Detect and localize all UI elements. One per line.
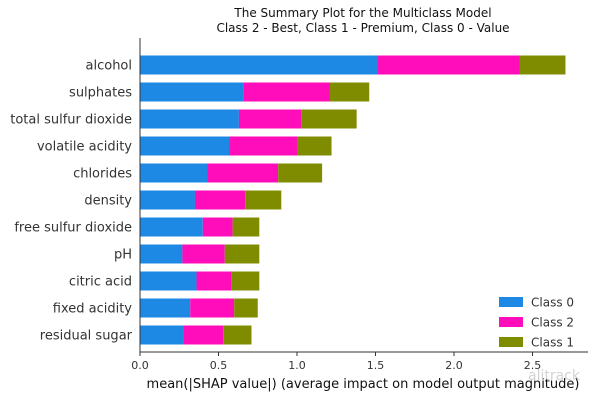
- category-labels: alcohol sulphates total sulfur dioxide vola…: [10, 59, 132, 344]
- category-label: citric acid: [69, 275, 132, 290]
- watermark-text: alitrack: [528, 368, 581, 384]
- bar-segment-class-1: [297, 136, 332, 156]
- x-tick-label: 0.0: [131, 359, 149, 372]
- bar-segment-class-2: [243, 82, 330, 102]
- x-tick-label: 1.5: [367, 359, 385, 372]
- bars-group: [140, 55, 566, 345]
- bar-segment-class-2: [238, 109, 302, 129]
- category-label: volatile acidity: [37, 140, 132, 155]
- bar-segment-class-2: [207, 163, 279, 183]
- bar-segment-class-0: [140, 217, 203, 237]
- bar-segment-class-2: [182, 244, 225, 264]
- bar-segment-class-0: [140, 55, 378, 75]
- bar-segment-class-1: [231, 271, 260, 291]
- bar-segment-class-0: [140, 82, 244, 102]
- bar-segment-class-1: [301, 109, 357, 129]
- bar-segment-class-0: [140, 136, 230, 156]
- bar-segment-class-2: [196, 271, 232, 291]
- bar-segment-class-1: [329, 82, 370, 102]
- bar-segment-class-0: [140, 271, 197, 291]
- legend-label: Class 0: [531, 296, 574, 310]
- x-axis-label: mean(|SHAP value|) (average impact on mo…: [147, 377, 580, 392]
- bar-segment-class-2: [377, 55, 520, 75]
- bar-segment-class-1: [245, 190, 282, 210]
- x-ticks: 0.0 0.5 1.0 1.5 2.0 2.5: [131, 352, 541, 372]
- chart-title-line1: The Summary Plot for the Multiclass Mode…: [233, 6, 491, 20]
- bar-segment-class-0: [140, 109, 239, 129]
- bar-segment-class-1: [234, 298, 258, 318]
- category-label: total sulfur dioxide: [10, 113, 132, 128]
- bar-segment-class-0: [140, 244, 183, 264]
- bar-segment-class-2: [183, 325, 224, 345]
- bar-segment-class-2: [194, 190, 246, 210]
- category-label: pH: [114, 248, 132, 263]
- x-tick-label: 2.5: [524, 359, 542, 372]
- legend-label: Class 2: [531, 316, 574, 330]
- chart-title-line2: Class 2 - Best, Class 1 - Premium, Class…: [216, 21, 509, 35]
- category-label: residual sugar: [40, 329, 133, 344]
- bar-segment-class-2: [229, 136, 297, 156]
- x-tick-label: 0.5: [210, 359, 228, 372]
- bar-segment-class-2: [190, 298, 235, 318]
- x-tick-label: 2.0: [445, 359, 463, 372]
- category-label: sulphates: [69, 86, 132, 101]
- legend-swatch: [499, 297, 523, 307]
- bar-segment-class-2: [202, 217, 233, 237]
- bar-segment-class-1: [278, 163, 323, 183]
- bar-segment-class-1: [519, 55, 566, 75]
- legend-swatch: [499, 337, 523, 347]
- category-label: density: [84, 194, 132, 209]
- category-label: alcohol: [86, 59, 132, 74]
- legend-label: Class 1: [531, 336, 574, 350]
- bar-segment-class-0: [140, 190, 195, 210]
- bar-segment-class-1: [232, 217, 260, 237]
- legend: Class 0 Class 2 Class 1: [499, 296, 574, 350]
- bar-segment-class-0: [140, 325, 184, 345]
- x-tick-label: 1.0: [288, 359, 306, 372]
- category-label: free sulfur dioxide: [14, 221, 132, 236]
- category-label: chlorides: [73, 167, 132, 182]
- bar-segment-class-1: [224, 244, 260, 264]
- category-label: fixed acidity: [53, 302, 133, 317]
- bar-segment-class-0: [140, 163, 208, 183]
- bar-segment-class-0: [140, 298, 191, 318]
- bar-segment-class-1: [223, 325, 252, 345]
- plot-area: alcohol sulphates total sulfur dioxide vola…: [10, 38, 588, 372]
- legend-swatch: [499, 317, 523, 327]
